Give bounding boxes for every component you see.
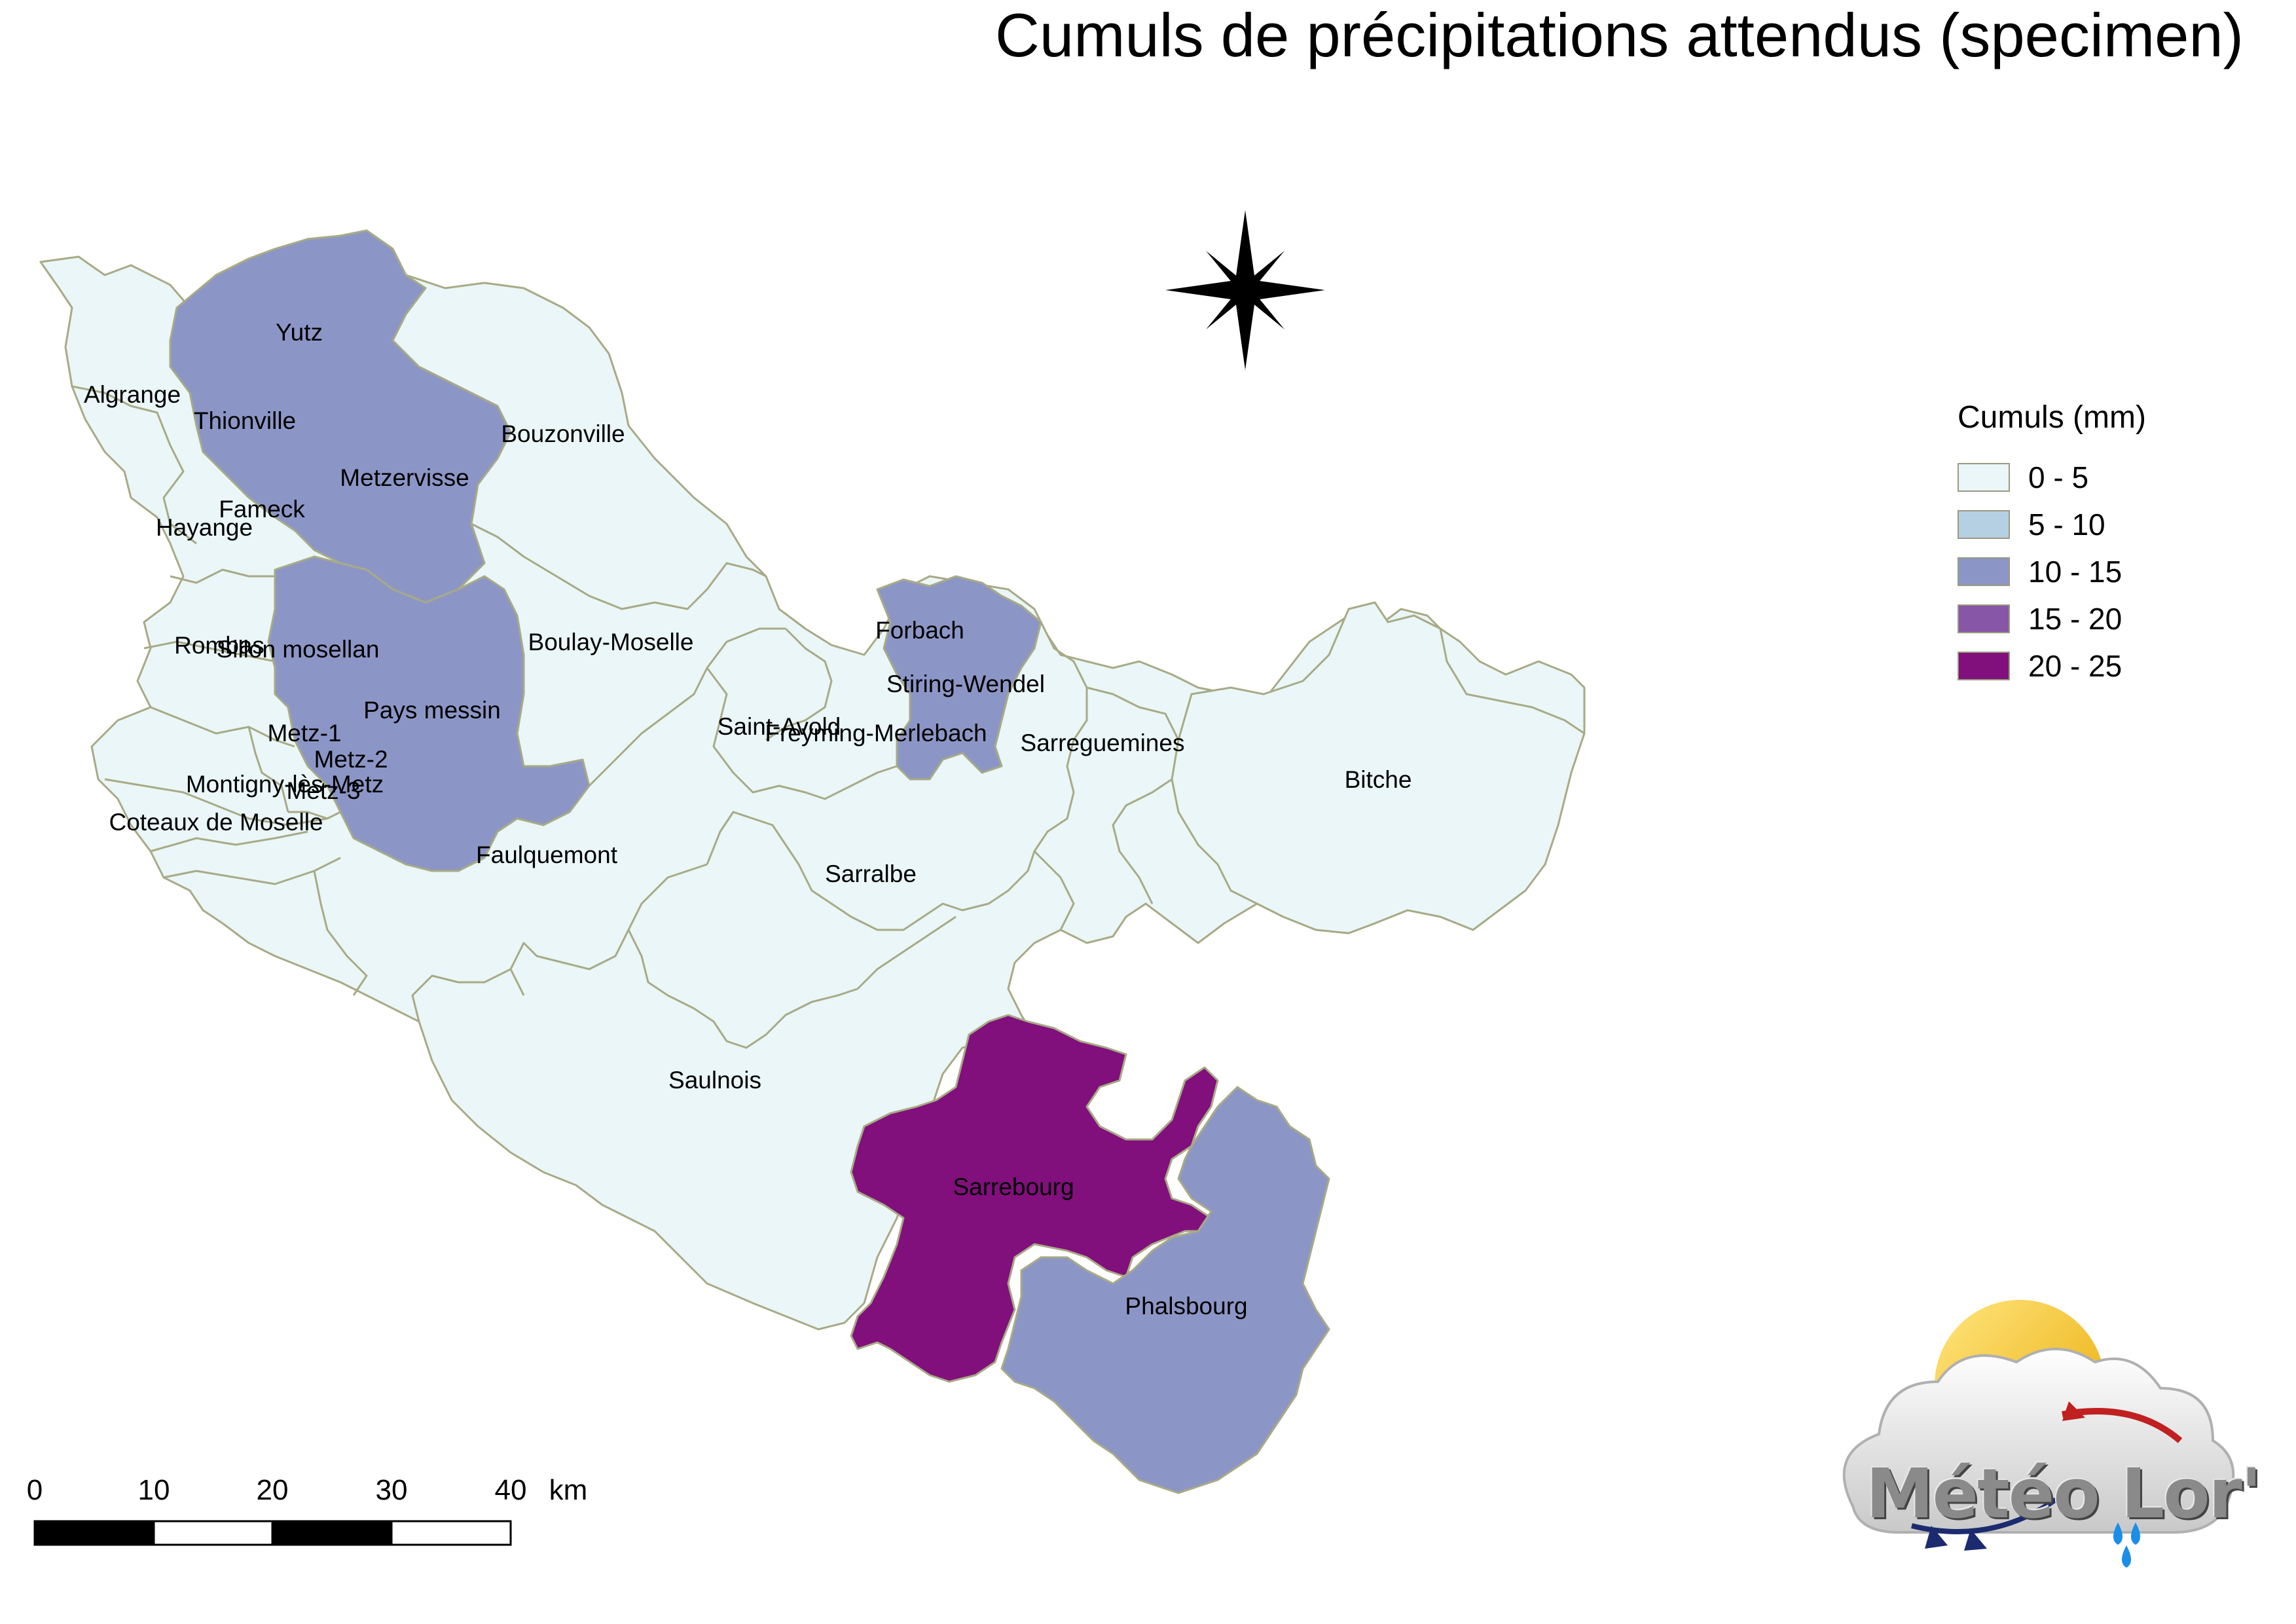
legend-swatch bbox=[1958, 510, 2010, 539]
label-coteaux: Coteaux de Moselle bbox=[109, 809, 323, 836]
map-regions bbox=[39, 229, 1586, 1494]
scale-tick-30: 30 bbox=[376, 1474, 408, 1506]
map-title: Cumuls de précipitations attendus (speci… bbox=[994, 1, 2244, 69]
legend-label: 20 - 25 bbox=[2028, 649, 2123, 683]
label-fameck: Fameck bbox=[219, 496, 305, 523]
legend-label: 5 - 10 bbox=[2028, 507, 2105, 542]
label-metz2: Metz-2 bbox=[314, 746, 388, 773]
label-rombas: Rombas bbox=[174, 632, 264, 659]
legend-row: 15 - 20 bbox=[1958, 595, 2146, 642]
compass-star-icon bbox=[1165, 210, 1325, 370]
sun-cloud-rain-icon bbox=[1842, 1300, 2235, 1568]
label-sarreguemines: Sarreguemines bbox=[1021, 729, 1185, 756]
legend-row: 5 - 10 bbox=[1958, 501, 2146, 548]
label-faulquemont: Faulquemont bbox=[476, 841, 618, 868]
region-phalsbourg bbox=[1000, 1086, 1330, 1494]
label-hayange: Hayange bbox=[156, 514, 253, 541]
scale-tick-0: 0 bbox=[27, 1474, 43, 1506]
region-yutz bbox=[169, 229, 512, 604]
label-stiring: Stiring-Wendel bbox=[886, 671, 1045, 697]
label-montigny: Montigny-lès-Metz bbox=[186, 771, 384, 798]
label-thionville: Thionville bbox=[194, 407, 296, 434]
label-boulay: Boulay-Moselle bbox=[528, 629, 694, 655]
legend-swatch bbox=[1958, 652, 2010, 680]
label-sarralbe: Sarralbe bbox=[825, 860, 917, 887]
label-saint-avold: Saint-Avold bbox=[718, 713, 841, 740]
label-metzervisse: Metzervisse bbox=[340, 464, 469, 491]
scale-bar: 0 10 20 30 40 km bbox=[27, 1474, 588, 1546]
legend-swatch bbox=[1958, 604, 2010, 633]
scale-tick-10: 10 bbox=[138, 1474, 170, 1506]
legend-row: 0 - 5 bbox=[1958, 454, 2146, 501]
label-freyming: Freyming-Merlebach bbox=[765, 720, 987, 747]
region-bitche bbox=[1171, 601, 1586, 934]
legend-label: 15 - 20 bbox=[2028, 602, 2123, 636]
legend: Cumuls (mm) 0 - 5 5 - 10 10 - 15 15 - 20… bbox=[1958, 399, 2146, 690]
meteo-lor-logo: Météo Lor' bbox=[1827, 1297, 2262, 1578]
region-forbach bbox=[876, 575, 1042, 781]
legend-row: 20 - 25 bbox=[1958, 642, 2146, 690]
legend-swatch bbox=[1958, 463, 2010, 492]
canton-borders bbox=[71, 385, 1180, 1049]
label-bitche: Bitche bbox=[1345, 766, 1412, 793]
scale-tick-40: 40 bbox=[495, 1474, 527, 1506]
region-labels: Yutz Algrange Thionville Bouzonville Met… bbox=[84, 319, 1412, 1320]
label-metz3: Metz-3 bbox=[286, 777, 360, 804]
label-pays-messin: Pays messin bbox=[363, 697, 501, 724]
logo-text: Météo Lor' bbox=[1866, 1454, 2262, 1534]
label-algrange: Algrange bbox=[84, 381, 181, 408]
legend-title: Cumuls (mm) bbox=[1958, 400, 2146, 435]
label-phalsbourg: Phalsbourg bbox=[1125, 1293, 1247, 1320]
region-pays-messin bbox=[267, 555, 591, 872]
label-yutz: Yutz bbox=[276, 319, 323, 346]
label-sarrebourg: Sarrebourg bbox=[953, 1173, 1074, 1200]
label-saulnois: Saulnois bbox=[668, 1067, 761, 1094]
label-metz1: Metz-1 bbox=[267, 720, 341, 747]
legend-row: 10 - 15 bbox=[1958, 548, 2146, 595]
label-forbach: Forbach bbox=[875, 617, 964, 644]
legend-label: 0 - 5 bbox=[2028, 460, 2089, 494]
label-bouzonville: Bouzonville bbox=[501, 420, 625, 447]
legend-swatch bbox=[1958, 557, 2010, 586]
scale-unit: km bbox=[549, 1474, 588, 1506]
legend-label: 10 - 15 bbox=[2028, 555, 2123, 589]
scale-tick-20: 20 bbox=[257, 1474, 289, 1506]
label-sillon: Sillon mosellan bbox=[217, 636, 380, 663]
